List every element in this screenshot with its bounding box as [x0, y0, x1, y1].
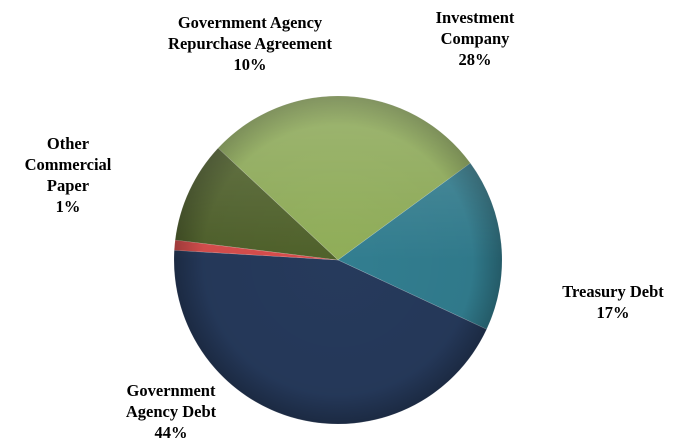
percent-label: 28%	[458, 50, 492, 69]
data-label-investment-company: Investment Company 28%	[395, 7, 555, 70]
data-label-government-agency-debt: Government Agency Debt 44%	[96, 380, 246, 443]
percent-label: 17%	[596, 303, 630, 322]
percent-label: 44%	[154, 423, 188, 442]
label-line: Other	[46, 134, 90, 153]
label-line: Agency Debt	[125, 402, 217, 421]
data-label-treasury-debt: Treasury Debt 17%	[538, 281, 688, 323]
label-line: Company	[440, 29, 510, 48]
label-line: Government Agency	[177, 13, 323, 32]
label-line: Repurchase Agreement	[168, 34, 332, 53]
label-line: Commercial	[24, 155, 112, 174]
percent-label: 1%	[55, 197, 81, 216]
label-line: Government	[126, 381, 216, 400]
data-label-government-agency-repurchase-agreement: Government Agency Repurchase Agreement 1…	[140, 12, 360, 75]
data-label-other-commercial-paper: Other Commercial Paper 1%	[12, 133, 124, 217]
percent-label: 10%	[233, 55, 267, 74]
label-line: Paper	[46, 176, 90, 195]
pie-slices	[173, 95, 503, 425]
label-line: Treasury Debt	[562, 282, 664, 301]
label-line: Investment	[435, 8, 515, 27]
